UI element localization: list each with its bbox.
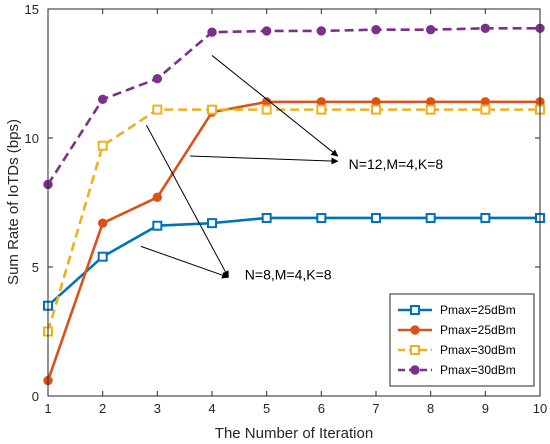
x-tick-label: 4 bbox=[208, 401, 215, 416]
series-line bbox=[46, 27, 540, 186]
data-point bbox=[316, 26, 327, 36]
annotation-arrow bbox=[211, 55, 339, 157]
data-point bbox=[207, 27, 217, 37]
data-point bbox=[261, 104, 272, 115]
annotation-label: N=8,M=4,K=8 bbox=[245, 267, 332, 283]
data-point bbox=[425, 104, 436, 115]
data-point bbox=[97, 251, 108, 262]
series-line bbox=[46, 100, 540, 381]
data-point bbox=[207, 104, 217, 115]
data-point bbox=[316, 104, 327, 115]
data-point bbox=[97, 218, 108, 228]
y-tick-label: 0 bbox=[32, 389, 39, 404]
data-point bbox=[152, 220, 163, 231]
data-point bbox=[371, 24, 381, 35]
legend-label: Pmax=25dBm bbox=[440, 323, 516, 337]
legend-item: Pmax=30dBm bbox=[398, 363, 516, 377]
x-axis-title: The Number of Iteration bbox=[215, 425, 373, 442]
legend-label: Pmax=25dBm bbox=[440, 303, 516, 317]
legend-marker bbox=[410, 325, 420, 335]
data-point bbox=[425, 212, 436, 223]
annotation-arrow bbox=[140, 245, 230, 279]
x-tick-label: 7 bbox=[372, 401, 379, 416]
x-tick-label: 3 bbox=[154, 401, 161, 416]
annotation-arrow bbox=[190, 155, 339, 165]
legend-item: Pmax=25dBm bbox=[398, 303, 516, 317]
annotation-layer: N=12,M=4,K=8 N=8,M=4,K=8 bbox=[140, 55, 444, 283]
data-point bbox=[480, 212, 491, 223]
legend: Pmax=25dBm Pmax=25dBm Pmax=30dBm Pmax=30dBm bbox=[389, 293, 535, 387]
data-point bbox=[480, 104, 491, 115]
y-tick-label: 15 bbox=[25, 2, 39, 17]
x-tick-label: 5 bbox=[263, 401, 270, 416]
legend-marker bbox=[410, 345, 420, 355]
data-point bbox=[152, 192, 163, 203]
data-point bbox=[371, 104, 381, 115]
plot-frame bbox=[47, 8, 541, 397]
y-tick-label: 5 bbox=[32, 260, 39, 275]
data-point bbox=[97, 94, 108, 105]
series-3 bbox=[43, 104, 545, 337]
annotation-arrow bbox=[145, 124, 229, 278]
x-tick-label: 9 bbox=[482, 401, 489, 416]
data-point bbox=[97, 140, 108, 151]
legend-label: Pmax=30dBm bbox=[440, 343, 516, 357]
data-point bbox=[261, 212, 272, 223]
y-tick-label: 10 bbox=[25, 131, 39, 146]
data-point bbox=[261, 26, 272, 36]
x-tick-label: 6 bbox=[318, 401, 325, 416]
data-point bbox=[207, 218, 217, 229]
data-point bbox=[371, 212, 381, 223]
data-point bbox=[316, 212, 327, 223]
series-layer bbox=[43, 23, 545, 386]
legend-marker bbox=[410, 305, 420, 315]
data-point bbox=[425, 24, 436, 35]
y-axis-title: Sum Rate of IoTDs (bps) bbox=[5, 119, 22, 285]
x-tick-label: 8 bbox=[427, 401, 434, 416]
series-line bbox=[47, 216, 540, 307]
x-tick-label: 10 bbox=[533, 401, 547, 416]
annotation-label: N=12,M=4,K=8 bbox=[349, 156, 444, 172]
series-line bbox=[46, 108, 540, 332]
legend-label: Pmax=30dBm bbox=[440, 363, 516, 377]
data-point bbox=[152, 104, 163, 115]
legend-item: Pmax=25dBm bbox=[398, 323, 516, 337]
series-2 bbox=[43, 97, 545, 386]
data-point bbox=[152, 73, 163, 84]
legend-marker bbox=[410, 365, 420, 375]
data-point bbox=[480, 23, 491, 34]
x-tick-label: 1 bbox=[44, 401, 51, 416]
x-tick-label: 2 bbox=[99, 401, 106, 416]
tick-layer: 1 2 3 4 5 6 7 8 9 10 0 5 10 15 bbox=[25, 2, 548, 416]
legend-item: Pmax=30dBm bbox=[398, 343, 516, 357]
